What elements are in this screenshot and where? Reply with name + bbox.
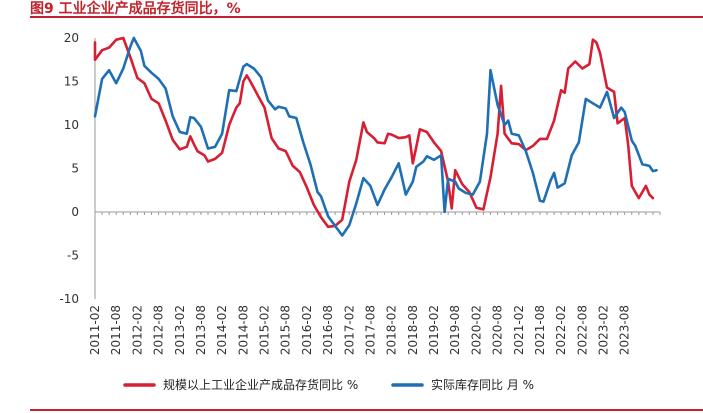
series-line-1 — [93, 36, 655, 229]
x-tick-label: 2022-08 — [575, 305, 589, 355]
y-tick-label: -5 — [67, 249, 79, 263]
x-tick-label: 2016-08 — [321, 305, 335, 355]
legend-label-1: 规模以上工业企业产成品存货同比 % — [163, 377, 358, 392]
x-tick-label: 2021-08 — [533, 305, 547, 355]
x-tick-label: 2023-08 — [618, 305, 632, 355]
bottom-rule — [30, 409, 703, 411]
x-tick-label: 2011-02 — [88, 305, 102, 355]
y-tick-label: 0 — [71, 205, 79, 219]
x-tick-label: 2018-08 — [406, 305, 420, 355]
x-tick-label: 2014-08 — [236, 305, 250, 355]
x-tick-label: 2020-02 — [469, 305, 483, 355]
x-tick-label: 2019-02 — [427, 305, 441, 355]
x-tick-label: 2017-08 — [363, 305, 377, 355]
x-tick-label: 2018-02 — [385, 305, 399, 355]
x-tick-label: 2013-02 — [173, 305, 187, 355]
y-tick-label: 10 — [64, 118, 79, 132]
title-bar: 图9 工业企业产成品存货同比，% — [0, 0, 703, 18]
x-tick-label: 2016-02 — [300, 305, 314, 355]
x-tick-label: 2015-08 — [279, 305, 293, 355]
x-tick-label: 2012-08 — [152, 305, 166, 355]
legend-label-2: 实际库存同比 月 % — [431, 377, 534, 392]
x-tick-label: 2019-08 — [448, 305, 462, 355]
title-rule — [30, 16, 703, 18]
legend: 规模以上工业企业产成品存货同比 % 实际库存同比 月 % — [123, 377, 534, 392]
series-line-2 — [93, 36, 658, 237]
x-tick-label: 2013-08 — [194, 305, 208, 355]
y-tick-label: 5 — [71, 162, 79, 176]
x-tick-label: 2022-02 — [554, 305, 568, 355]
x-tick-label: 2011-08 — [109, 305, 123, 355]
x-tick-label: 2012-02 — [130, 305, 144, 355]
x-axis: 2011-02 2011-08 2012-02 2012-08 2013-02 2013-… — [88, 211, 661, 355]
x-tick-label: 2014-02 — [215, 305, 229, 355]
y-tick-label: -10 — [59, 292, 79, 306]
x-tick-label: 2023-02 — [597, 305, 611, 355]
y-tick-label: 15 — [64, 75, 79, 89]
x-tick-label: 2017-02 — [342, 305, 356, 355]
y-tick-label: 20 — [64, 31, 79, 45]
x-tick-label: 2020-08 — [491, 305, 505, 355]
chart-title: 图9 工业企业产成品存货同比，% — [30, 1, 241, 17]
x-tick-label: 2015-02 — [258, 305, 272, 355]
x-tick-label: 2021-02 — [512, 305, 526, 355]
series-lines — [93, 36, 658, 237]
y-axis: 20 15 10 5 0 -5 -10 — [59, 31, 96, 306]
